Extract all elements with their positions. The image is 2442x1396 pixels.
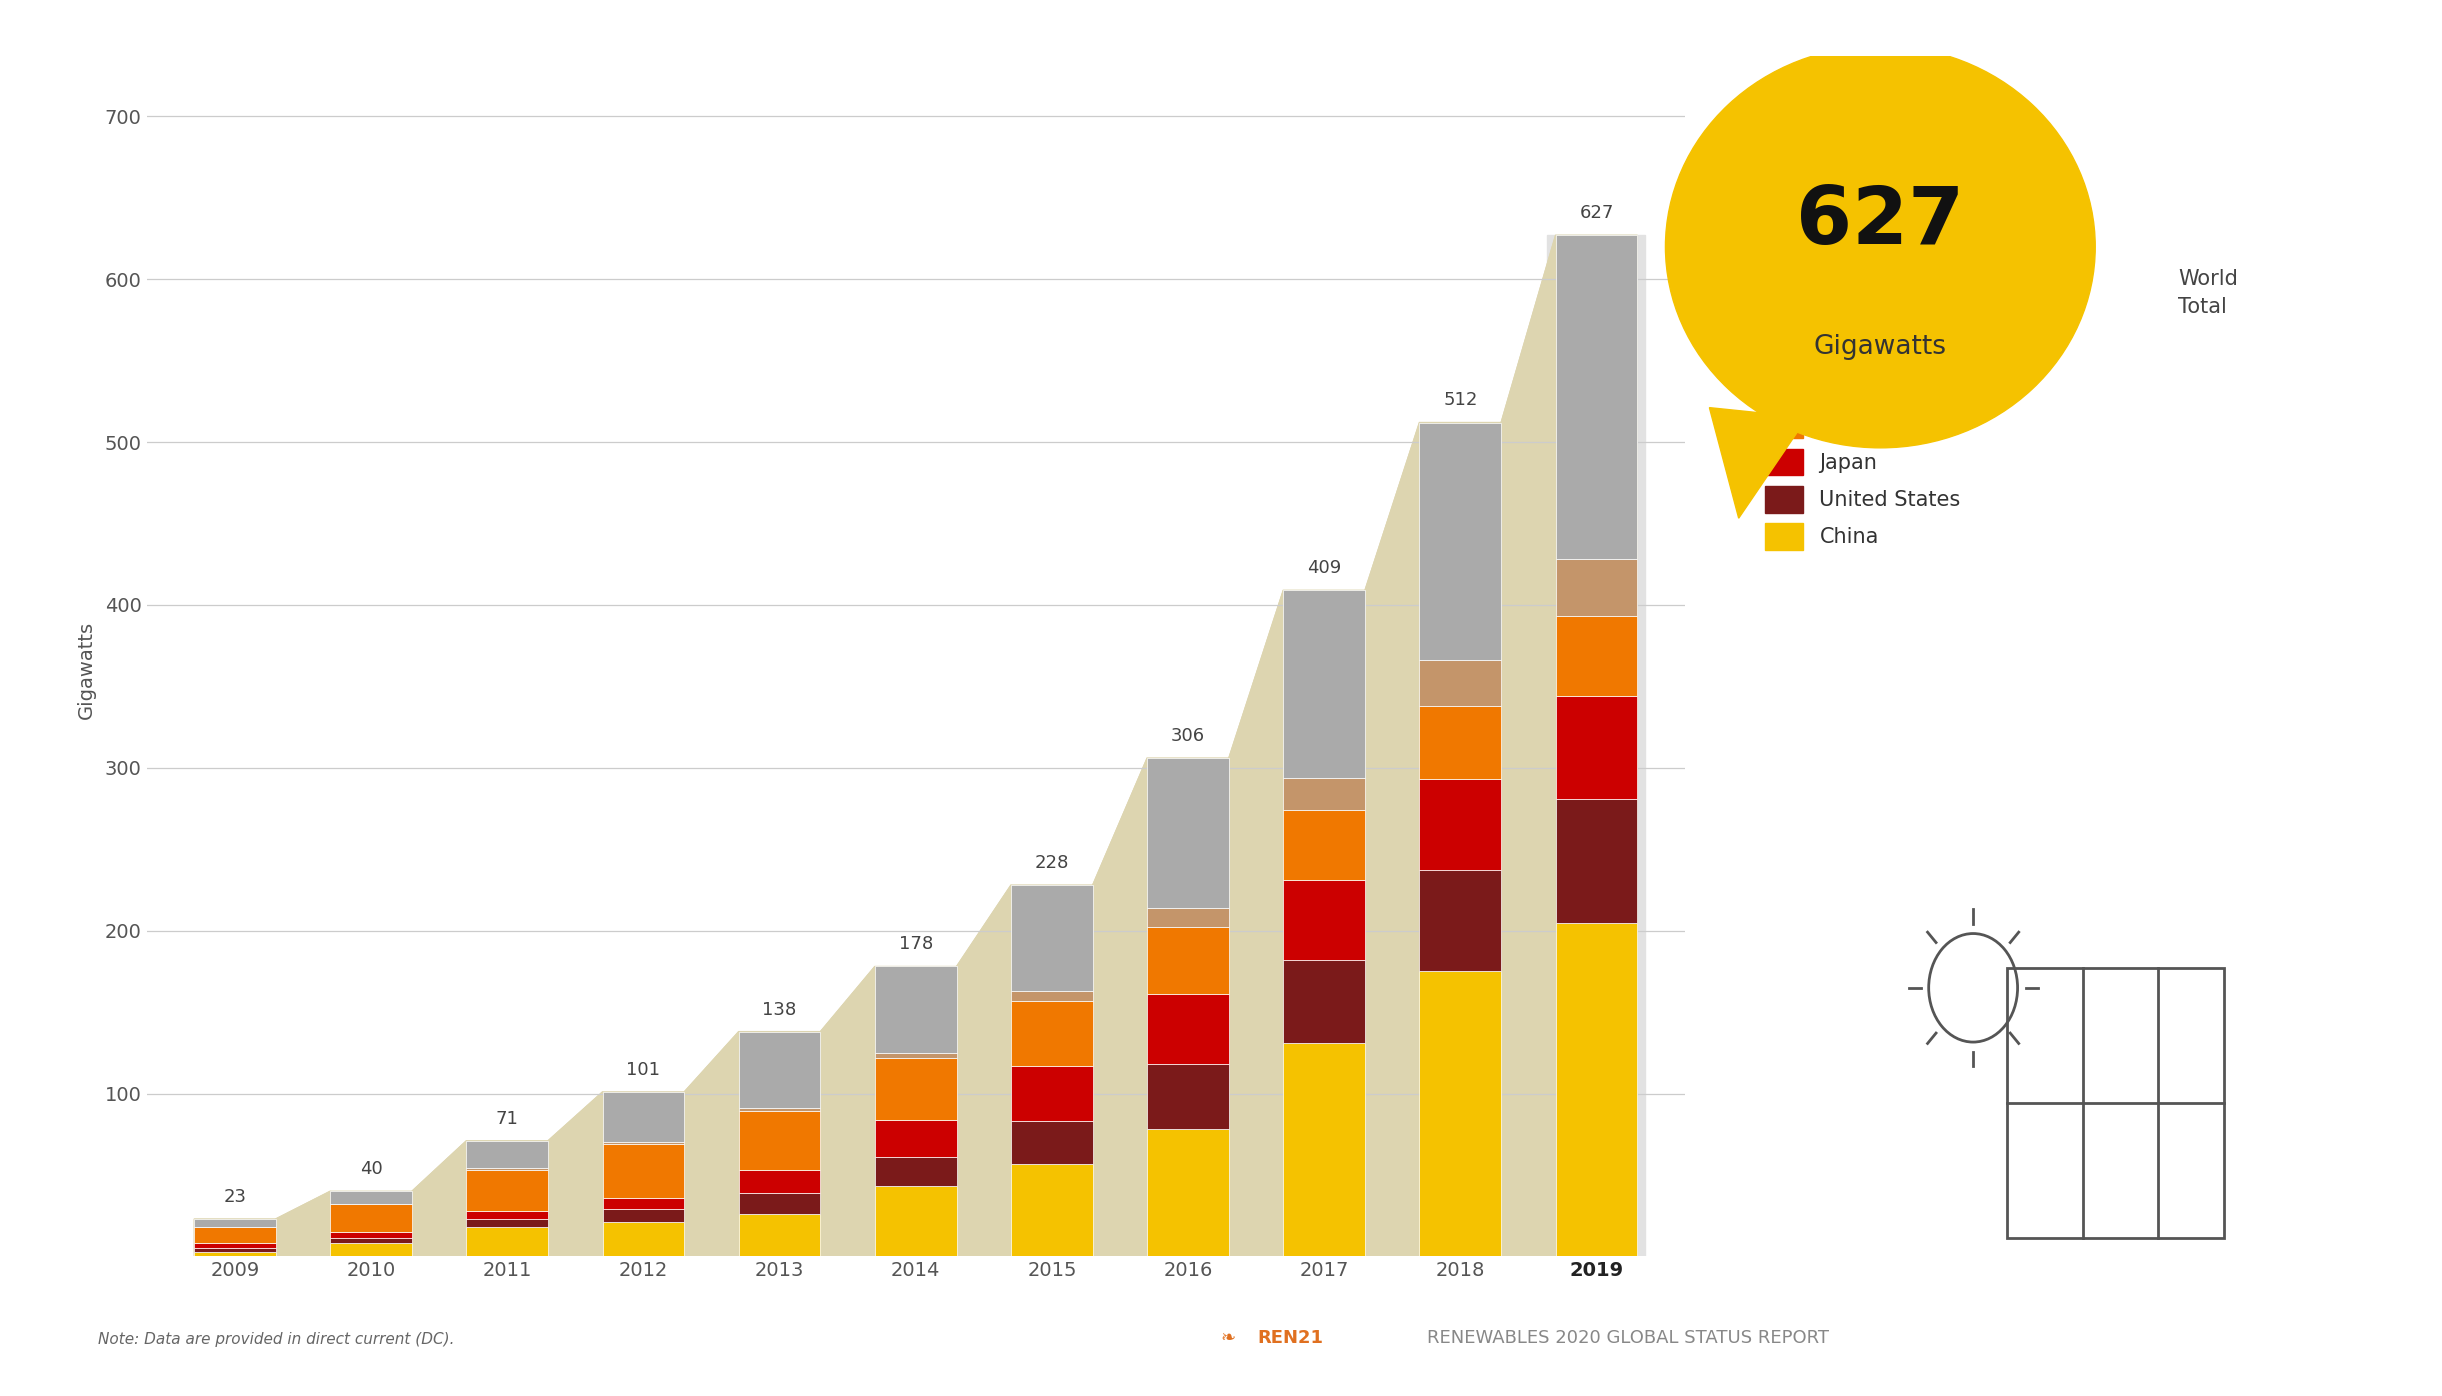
Bar	[1011, 991, 1092, 1001]
Text: World
Total: World Total	[2178, 269, 2239, 317]
Text: 138: 138	[762, 1001, 796, 1019]
Polygon shape	[413, 1141, 466, 1256]
Bar	[1419, 423, 1502, 660]
Bar	[740, 1192, 821, 1215]
Polygon shape	[1092, 758, 1148, 1256]
Text: RENEWABLES 2020 GLOBAL STATUS REPORT: RENEWABLES 2020 GLOBAL STATUS REPORT	[1404, 1329, 1829, 1347]
Bar	[1419, 972, 1502, 1256]
Text: 71: 71	[496, 1110, 518, 1128]
Bar	[1284, 591, 1365, 778]
Bar	[1011, 885, 1092, 991]
Bar	[603, 1209, 684, 1223]
Bar	[1419, 706, 1502, 779]
Text: 228: 228	[1035, 854, 1070, 872]
Bar	[874, 966, 957, 1053]
Bar	[330, 1233, 413, 1238]
Polygon shape	[1502, 235, 1556, 1256]
Bar	[1148, 1064, 1228, 1129]
Bar	[874, 1058, 957, 1120]
Bar	[603, 1198, 684, 1209]
Bar	[195, 1248, 276, 1251]
Bar	[330, 1205, 413, 1233]
Bar	[2007, 967, 2225, 1238]
Bar	[874, 1187, 957, 1256]
Bar	[1556, 923, 1636, 1256]
Text: 40: 40	[359, 1160, 383, 1178]
Bar	[1556, 697, 1636, 799]
Bar	[1148, 907, 1228, 927]
Bar	[1419, 779, 1502, 871]
Bar	[1284, 810, 1365, 881]
Bar	[195, 1244, 276, 1248]
Bar	[740, 1032, 821, 1108]
Bar	[1556, 560, 1636, 616]
Bar	[1011, 1164, 1092, 1256]
Bar	[603, 1145, 684, 1198]
Bar	[1284, 778, 1365, 810]
Bar	[874, 1120, 957, 1157]
Bar	[874, 1053, 957, 1058]
Text: 409: 409	[1306, 560, 1341, 577]
Bar	[1284, 1043, 1365, 1256]
Bar	[1556, 235, 1636, 560]
Bar	[1011, 1067, 1092, 1121]
Text: 23: 23	[225, 1188, 247, 1206]
Bar	[740, 1108, 821, 1111]
Bar	[1556, 799, 1636, 923]
Bar	[466, 1219, 547, 1227]
Polygon shape	[547, 1092, 603, 1256]
Text: Note: Data are provided in direct current (DC).: Note: Data are provided in direct curren…	[98, 1332, 454, 1347]
Text: 178: 178	[899, 935, 933, 953]
Bar	[330, 1191, 413, 1205]
Polygon shape	[1365, 423, 1419, 1256]
Bar	[1148, 927, 1228, 994]
Polygon shape	[1709, 408, 1807, 518]
Ellipse shape	[1665, 46, 2095, 448]
Bar	[1548, 235, 1646, 1256]
Text: Gigawatts: Gigawatts	[1814, 334, 1946, 360]
Polygon shape	[821, 966, 874, 1256]
Bar	[1148, 994, 1228, 1064]
Bar	[603, 1142, 684, 1145]
Text: ❧: ❧	[1221, 1329, 1243, 1347]
Bar	[1148, 758, 1228, 907]
Text: 627: 627	[1580, 204, 1614, 222]
Bar	[466, 1210, 547, 1219]
Text: 627: 627	[1797, 183, 1963, 261]
Polygon shape	[276, 1191, 330, 1256]
Bar	[1419, 871, 1502, 972]
Bar	[466, 1141, 547, 1168]
Bar	[603, 1092, 684, 1142]
Bar	[740, 1111, 821, 1170]
Bar	[195, 1219, 276, 1227]
Bar	[466, 1170, 547, 1210]
Bar	[1284, 881, 1365, 960]
Bar	[1284, 960, 1365, 1043]
Y-axis label: Gigawatts: Gigawatts	[78, 621, 95, 719]
Polygon shape	[684, 1032, 740, 1256]
Bar	[1148, 1129, 1228, 1256]
Polygon shape	[957, 885, 1011, 1256]
Bar	[603, 1223, 684, 1256]
Polygon shape	[195, 235, 1636, 1256]
Text: 512: 512	[1443, 391, 1477, 409]
Bar	[874, 1157, 957, 1187]
Bar	[1419, 660, 1502, 706]
Bar	[195, 1227, 276, 1244]
Bar	[1011, 1121, 1092, 1164]
Bar	[330, 1238, 413, 1244]
Bar	[740, 1170, 821, 1192]
Bar	[1011, 1001, 1092, 1067]
Legend: Rest of World, India, Germany, Japan, United States, China: Rest of World, India, Germany, Japan, Un…	[1756, 328, 1968, 558]
Bar	[466, 1227, 547, 1256]
Text: 306: 306	[1172, 727, 1204, 745]
Bar	[195, 1251, 276, 1256]
Text: 101: 101	[628, 1061, 659, 1079]
Bar	[330, 1244, 413, 1256]
Bar	[1556, 617, 1636, 697]
Text: REN21: REN21	[1258, 1329, 1324, 1347]
Polygon shape	[1228, 591, 1284, 1256]
Bar	[740, 1215, 821, 1256]
Bar	[466, 1168, 547, 1170]
